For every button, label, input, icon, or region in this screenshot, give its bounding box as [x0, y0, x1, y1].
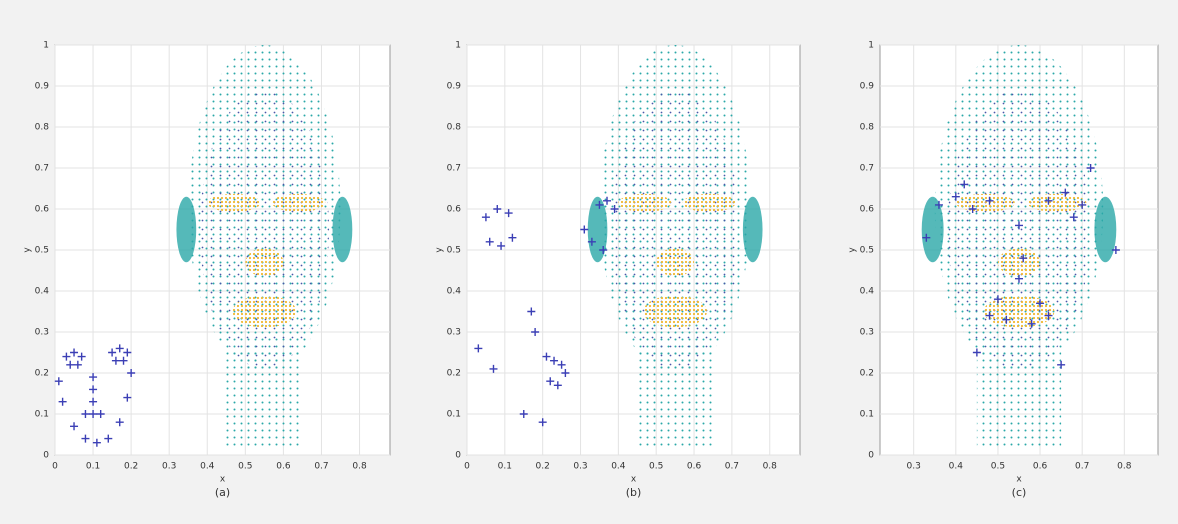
caption: (b): [626, 486, 642, 499]
mouth: [232, 296, 296, 328]
x-tick-label: 0.3: [573, 462, 587, 472]
y-tick-label: 1: [868, 41, 874, 51]
page: {"chart_data": [ {"type": "scatter", "ca…: [0, 0, 1178, 524]
x-tick-label: 0.5: [238, 462, 252, 472]
x-tick-label: 0.8: [352, 462, 367, 472]
y-axis-label: y: [435, 247, 445, 253]
x-tick-label: 0.7: [1075, 462, 1089, 472]
y-tick-label: 0.7: [35, 164, 49, 174]
y-tick-label: 0.5: [447, 246, 461, 256]
x-tick-label: 0.8: [1117, 462, 1132, 472]
y-tick-label: 0: [455, 451, 461, 461]
y-tick-label: 0.6: [35, 205, 50, 215]
y-tick-label: 0.7: [860, 164, 874, 174]
x-tick-label: 0.3: [162, 462, 176, 472]
y-tick-label: 0.3: [860, 328, 874, 338]
mouth: [643, 296, 707, 328]
y-tick-label: 0.7: [447, 164, 461, 174]
y-tick-label: 0.1: [860, 410, 874, 420]
mouth: [984, 296, 1055, 328]
x-tick-label: 0.2: [536, 462, 550, 472]
y-tick-label: 0.3: [447, 328, 461, 338]
brow: [1027, 194, 1086, 212]
y-tick-label: 0: [43, 451, 49, 461]
x-tick-label: 0.7: [725, 462, 739, 472]
x-tick-label: 0.7: [314, 462, 328, 472]
x-tick-label: 0.3: [907, 462, 921, 472]
brow: [207, 194, 260, 212]
y-tick-label: 0.1: [35, 410, 49, 420]
caption: (a): [215, 486, 230, 499]
x-axis-label: x: [631, 475, 637, 485]
y-tick-label: 0.9: [35, 82, 50, 92]
y-tick-label: 0.9: [447, 82, 462, 92]
y-tick-label: 0.4: [447, 287, 462, 297]
x-tick-label: 0.6: [276, 462, 291, 472]
y-tick-label: 0.8: [860, 123, 875, 133]
y-tick-label: 0.1: [447, 410, 461, 420]
x-tick-label: 0.6: [687, 462, 702, 472]
y-tick-label: 0.8: [35, 123, 50, 133]
x-tick-label: 0.4: [611, 462, 626, 472]
x-tick-label: 0.4: [200, 462, 215, 472]
brow: [683, 194, 736, 212]
y-tick-label: 0.8: [447, 123, 462, 133]
nose: [656, 248, 694, 276]
y-tick-label: 0.2: [447, 369, 461, 379]
y-tick-label: 0.3: [35, 328, 49, 338]
x-axis-label: x: [220, 475, 226, 485]
caption: (c): [1012, 486, 1027, 499]
x-tick-label: 0.1: [498, 462, 512, 472]
x-tick-label: 0.4: [949, 462, 964, 472]
x-tick-label: 0.8: [763, 462, 778, 472]
x-tick-label: 0: [464, 462, 470, 472]
y-tick-label: 0.6: [447, 205, 462, 215]
y-tick-label: 1: [455, 41, 461, 51]
y-tick-label: 0.5: [860, 246, 874, 256]
x-tick-label: 0.2: [124, 462, 138, 472]
y-axis-label: y: [848, 247, 858, 253]
y-tick-label: 0.2: [35, 369, 49, 379]
y-tick-label: 0.4: [860, 287, 875, 297]
x-tick-label: 0.5: [649, 462, 663, 472]
x-tick-label: 0.5: [991, 462, 1005, 472]
y-tick-label: 0.5: [35, 246, 49, 256]
x-tick-label: 0.6: [1033, 462, 1048, 472]
brow: [618, 194, 671, 212]
nose: [998, 248, 1040, 276]
x-tick-label: 0.1: [86, 462, 100, 472]
y-tick-label: 0.9: [860, 82, 875, 92]
y-tick-label: 0.2: [860, 369, 874, 379]
brow: [272, 194, 325, 212]
y-axis-label: y: [23, 247, 33, 253]
x-tick-label: 0: [52, 462, 58, 472]
y-tick-label: 0.4: [35, 287, 50, 297]
y-tick-label: 1: [43, 41, 49, 51]
y-tick-label: 0: [868, 451, 874, 461]
nose: [245, 248, 283, 276]
y-tick-label: 0.6: [860, 205, 875, 215]
figure: 0 0.1 0.2 0.3 0.4 0.5 0.6 0.7 0.8 0.9 1 0 0.1 0.2 0.3 0…: [0, 0, 1178, 524]
x-axis-label: x: [1016, 475, 1022, 485]
brow: [956, 194, 1015, 212]
